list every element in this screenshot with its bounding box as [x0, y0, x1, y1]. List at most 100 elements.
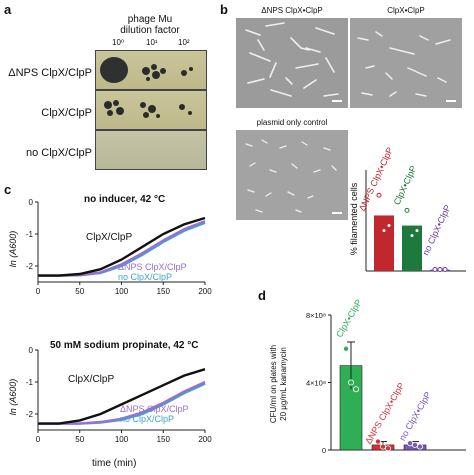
c-bot-lines	[38, 368, 206, 425]
c-bot-ytick-1: -1	[26, 378, 34, 387]
c-bot-title: 50 mM sodium propinate, 42 °C	[50, 340, 199, 351]
d-ylabel: CFU/ml on plates with 20 μg/mL kanamycin	[269, 329, 289, 439]
d-point-0-2	[353, 386, 360, 393]
d-ylabel-wrap: CFU/ml on plates with 20 μg/mL kanamycin	[264, 330, 294, 440]
row-label-clpx: ClpX/ClpP	[41, 107, 92, 119]
chart-b	[365, 170, 466, 272]
b-cat-label-2: no ClpX•ClpP	[421, 200, 453, 260]
b-point-2-0	[432, 267, 438, 272]
c-bot-ytick-0: 0	[29, 346, 34, 355]
c-bot-xtick-0: 0	[36, 435, 41, 444]
row-label-dnps: ΔNPS ClpX/ClpP	[8, 67, 92, 79]
dilution-header-line2: dilution factor	[120, 25, 180, 36]
b-point-2-2	[442, 267, 448, 272]
c-bot-ytick-2: -2	[26, 410, 34, 419]
d-cat-label-2: no ClpX•ClpP	[397, 390, 433, 442]
c-bot-label-dnps: ΔNPS ClpX/ClpP	[120, 404, 189, 414]
d-point-0-1	[348, 379, 355, 386]
c-bot-xtick-3: 150	[157, 435, 171, 444]
c-top-label-clpx: ClpX/ClpP	[86, 232, 133, 243]
dilution-tick-0: 10⁰	[112, 38, 125, 47]
d-cat-label-0: ClpX•ClpP	[334, 298, 364, 340]
c-top-lines	[38, 216, 206, 277]
c-top-xtick-2: 100	[115, 287, 129, 296]
dilution-header-line1: phage Mu	[127, 14, 173, 25]
c-top-ytick-2: -2	[26, 262, 34, 271]
plate-clpx	[95, 90, 207, 130]
c-top-label-none: no ClpX/ClpP	[118, 272, 173, 282]
c-bot-series-0	[38, 368, 206, 425]
panel-b-label: b	[220, 2, 228, 17]
c-top-title: no inducer, 42 °C	[84, 194, 166, 205]
c-bot-ylabel-wrap: ln (A600)	[6, 378, 20, 418]
dilution-tick-1: 10¹	[146, 38, 158, 47]
b-cat-label-0: ΔNPS ClpX•ClpP	[357, 146, 395, 213]
b-cat-label-1: ClpX•ClpP	[392, 160, 419, 210]
c-top-series-0	[38, 216, 206, 277]
c-bot-xtick-1: 50	[75, 435, 84, 444]
micrograph-dnps	[236, 18, 348, 108]
c-top-yticks: 0 -1 -2	[26, 198, 38, 271]
c-top-xtick-1: 50	[75, 287, 84, 296]
c-bot-xticks: 0 50 100 150 200	[36, 430, 212, 444]
panel-c-label: c	[4, 182, 12, 197]
d-ytick-0: 0	[322, 446, 326, 455]
plate-none	[95, 130, 207, 170]
c-top-ylabel-wrap: ln (A600)	[6, 230, 20, 270]
d-point-1-1	[380, 443, 387, 450]
micrograph-clpx	[350, 18, 462, 108]
c-top-xticks: 0 50 100 150 200	[36, 282, 212, 296]
chart-d: 0 4×10⁸ 8×10⁸	[306, 311, 466, 455]
d-point-0-0	[343, 345, 350, 352]
d-point-2-2	[417, 443, 424, 450]
c-top-label-dnps: ΔNPS ClpX/ClpP	[118, 262, 187, 272]
plate-clpx-spots	[104, 100, 192, 118]
c-top-xtick-0: 0	[36, 287, 41, 296]
d-point-1-2	[385, 445, 392, 452]
d-point-1-0	[375, 438, 382, 445]
c-top-ylabel: ln (A600)	[8, 230, 18, 268]
row-label-none: no ClpX/ClpP	[25, 147, 92, 159]
b-bar-1	[402, 225, 422, 271]
micrograph-control	[236, 130, 348, 220]
b-points	[376, 192, 448, 272]
d-ytick-1: 4×10⁸	[306, 379, 326, 388]
b-point-1-2	[414, 228, 420, 234]
panel-a-label: a	[4, 2, 12, 17]
c-top-ytick-0: 0	[29, 198, 34, 207]
dilution-tick-2: 10²	[178, 38, 190, 47]
c-top-ytick-1: -1	[26, 230, 34, 239]
d-yticks: 0 4×10⁸ 8×10⁸	[306, 311, 331, 455]
panel-d-label: d	[258, 288, 266, 303]
micro-title-dnps: ΔNPS ClpX•ClpP	[261, 6, 323, 15]
d-ytick-2: 8×10⁸	[306, 311, 326, 320]
micro-title-clpx: ClpX•ClpP	[387, 6, 425, 15]
plate-dnps-spots	[100, 57, 193, 83]
d-points	[343, 345, 424, 452]
c-top-xtick-3: 150	[157, 287, 171, 296]
b-point-0-0	[376, 192, 382, 198]
d-point-2-1	[412, 441, 419, 448]
b-bar-0	[374, 215, 394, 271]
c-bot-xtick-4: 200	[198, 435, 212, 444]
d-cat-label-1: ΔNPS ClpX•ClpP	[363, 381, 406, 446]
c-xlabel: time (min)	[92, 458, 137, 469]
c-bot-ylabel: ln (A600)	[8, 378, 18, 416]
micro-title-control: plasmid only control	[256, 118, 328, 127]
chart-c: 0 -1 -2 0 50 100 150 200 0 -1 -2 0 50 100 150 200	[26, 198, 212, 444]
c-top-xtick-4: 200	[198, 287, 212, 296]
plate-dnps	[95, 50, 207, 90]
b-point-1-1	[409, 233, 415, 239]
c-bot-yticks: 0 -1 -2	[26, 346, 38, 419]
d-ylabel-line1: CFU/ml on plates with	[269, 344, 278, 424]
b-bars	[374, 215, 450, 272]
b-point-0-1	[381, 228, 387, 234]
c-bot-xtick-2: 100	[115, 435, 129, 444]
b-point-2-1	[437, 267, 443, 272]
dilution-header: phage Mu dilution factor	[100, 14, 200, 36]
b-point-1-0	[404, 207, 410, 213]
b-point-0-2	[386, 223, 392, 229]
d-ylabel-line2: 20 μg/mL kanamycin	[279, 347, 288, 421]
c-bot-label-clpx: ClpX/ClpP	[68, 374, 115, 385]
c-bot-label-none: no ClpX/ClpP	[120, 414, 175, 424]
